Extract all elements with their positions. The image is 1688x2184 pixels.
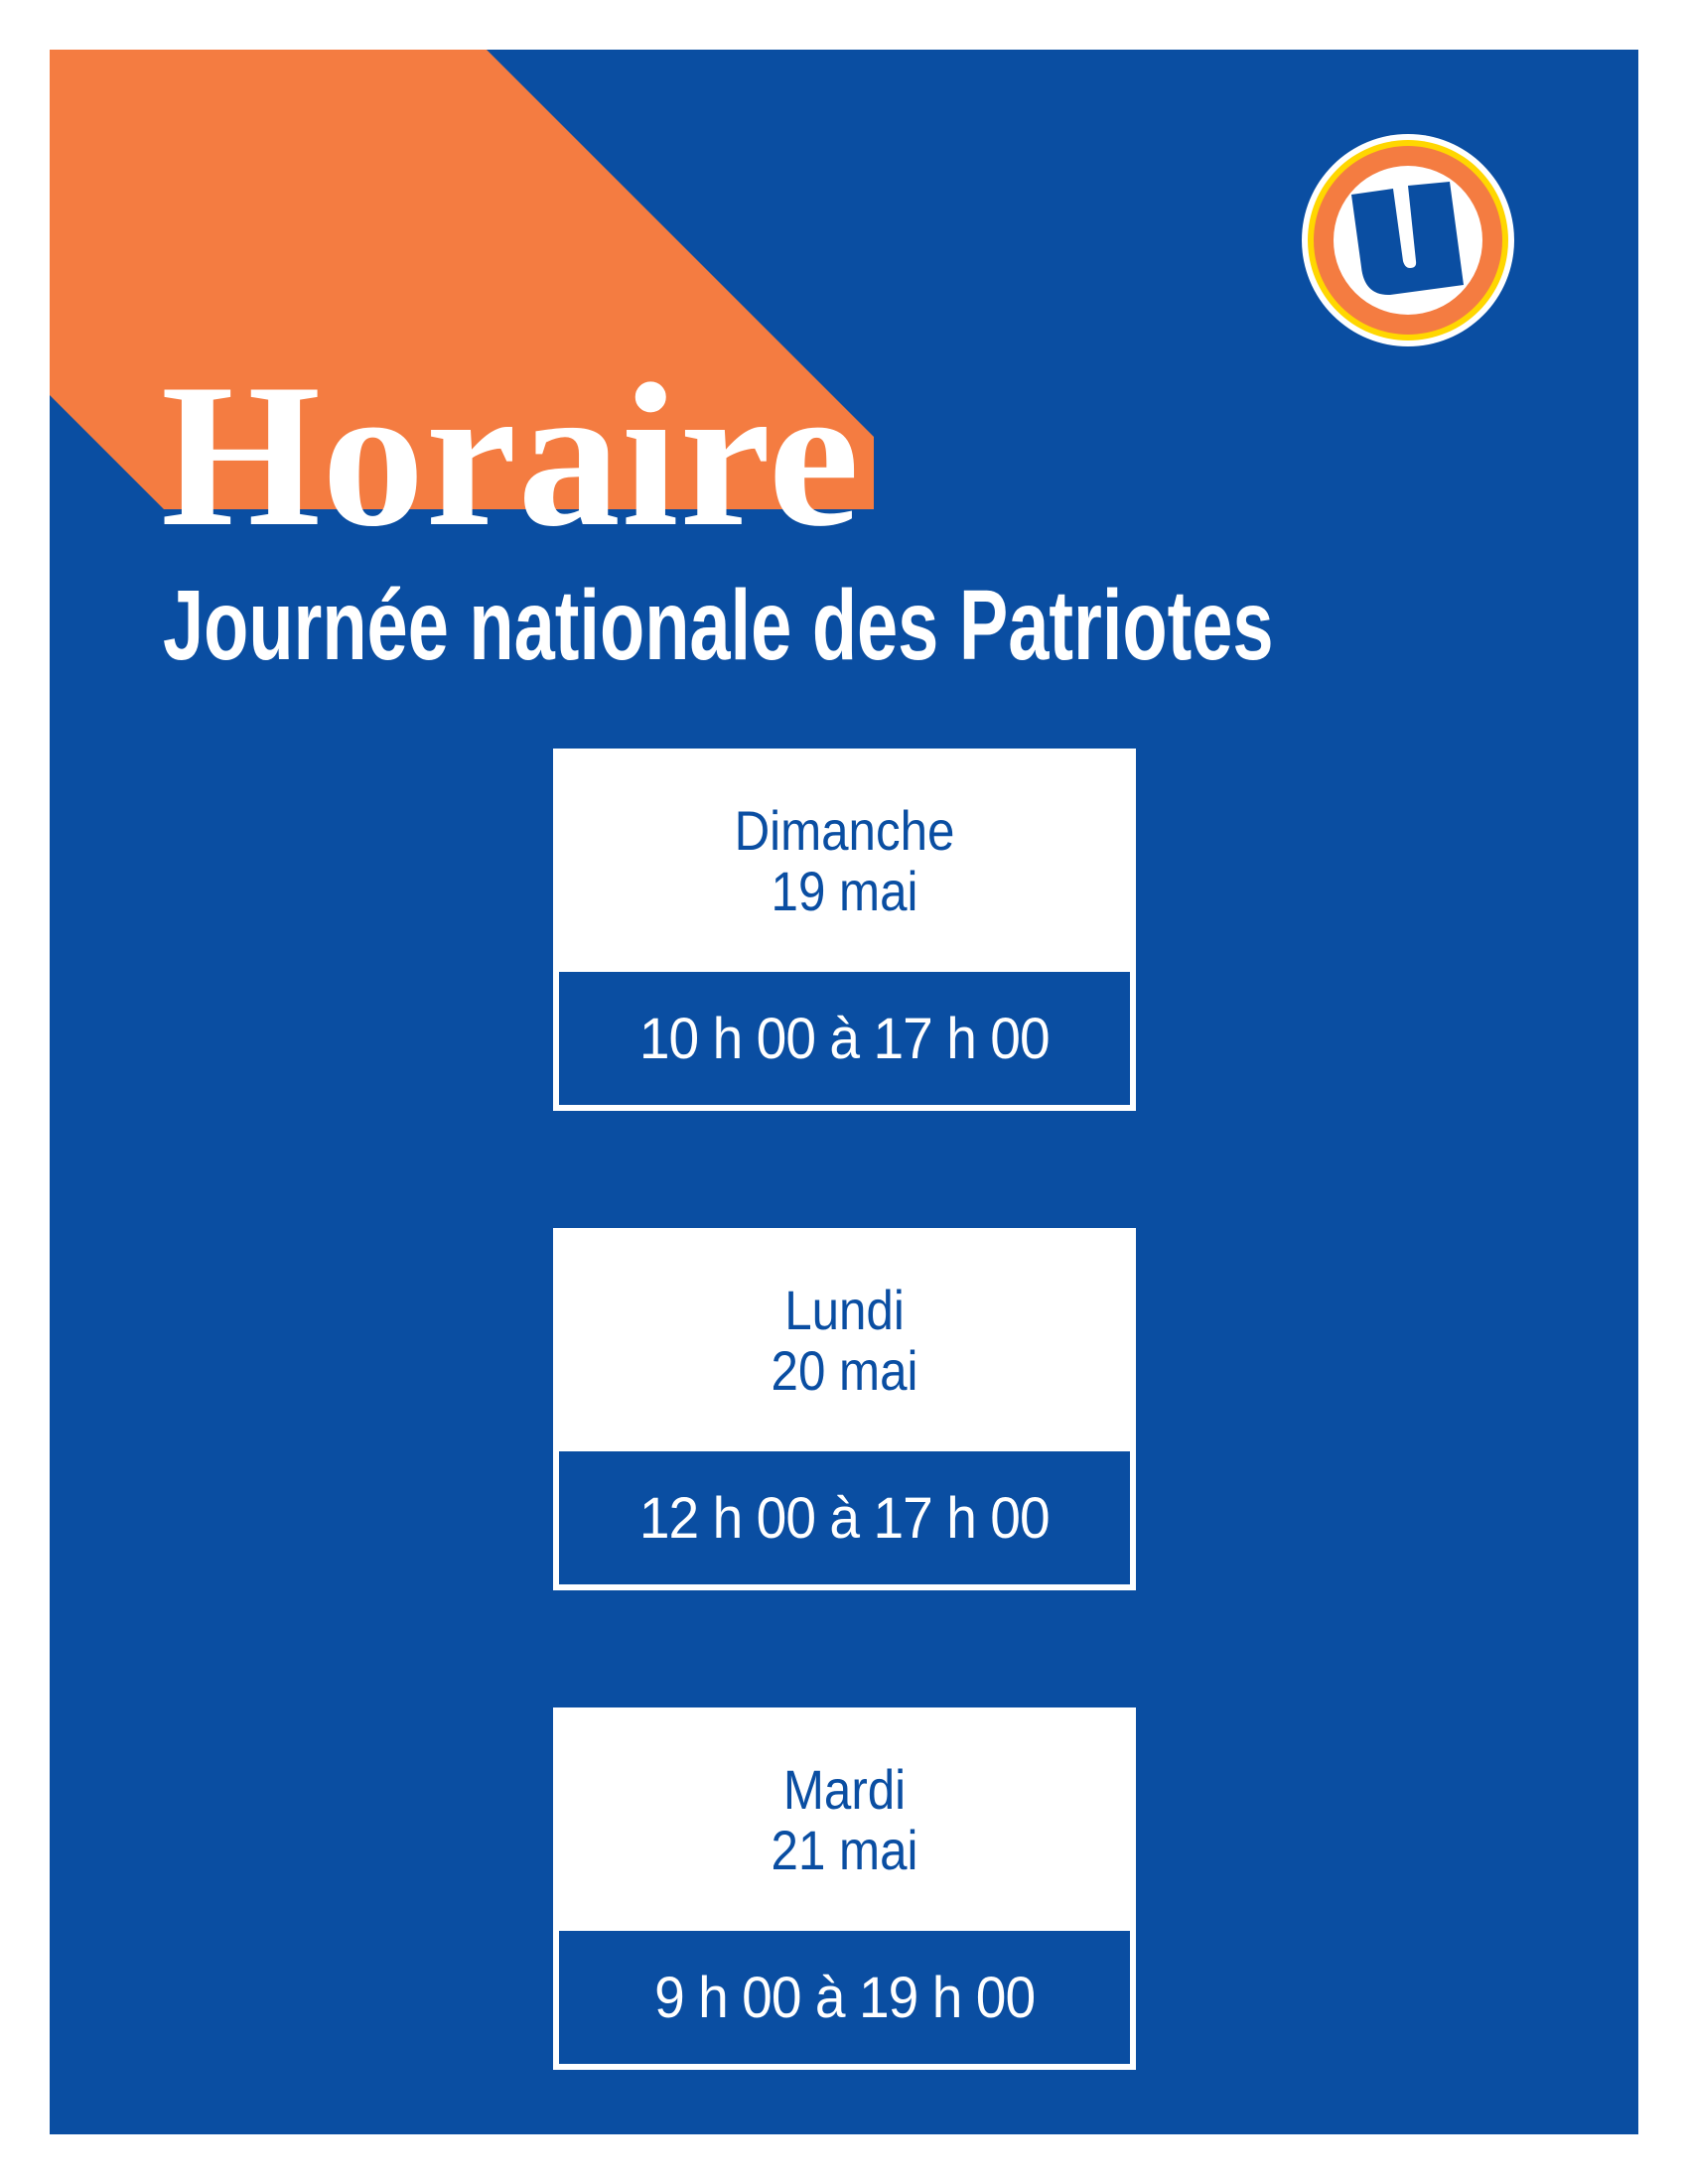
hours-bar: 10 h 00 à 17 h 00 (559, 972, 1130, 1105)
day-date: 19 mai (771, 860, 918, 922)
schedule-card: Lundi 20 mai 12 h 00 à 17 h 00 (553, 1228, 1136, 1590)
hours-bar: 12 h 00 à 17 h 00 (559, 1451, 1130, 1584)
day-date: 20 mai (771, 1339, 918, 1402)
hours-text: 10 h 00 à 17 h 00 (639, 1006, 1051, 1071)
page-subtitle: Journée nationale des Patriotes (163, 570, 1274, 681)
hours-text: 9 h 00 à 19 h 00 (653, 1965, 1036, 2030)
schedule-card: Dimanche 19 mai 10 h 00 à 17 h 00 (553, 749, 1136, 1111)
poster: Horaire Journée nationale des Patriotes … (50, 50, 1638, 2134)
orange-diagonal-band (50, 50, 874, 509)
day-name: Dimanche (734, 799, 955, 862)
day-name: Mardi (782, 1758, 907, 1821)
hours-bar: 9 h 00 à 19 h 00 (559, 1931, 1130, 2064)
hours-text: 12 h 00 à 17 h 00 (639, 1485, 1051, 1551)
page-title: Horaire (161, 341, 861, 569)
u-logo-icon (1302, 134, 1514, 346)
day-name: Lundi (784, 1279, 905, 1341)
day-date: 21 mai (771, 1819, 918, 1881)
schedule-card: Mardi 21 mai 9 h 00 à 19 h 00 (553, 1707, 1136, 2070)
